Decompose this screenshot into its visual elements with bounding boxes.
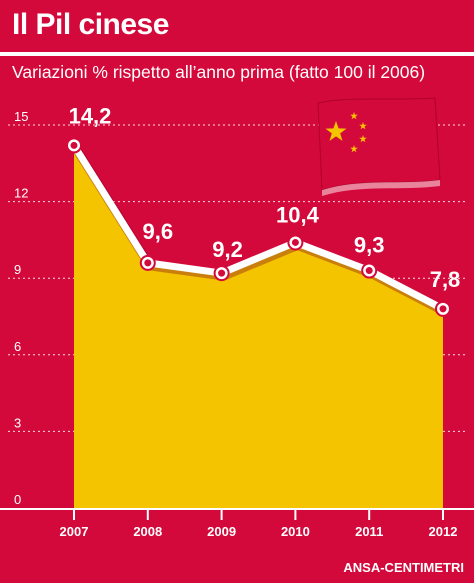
data-label-layer: 14,2 9,6 9,2 10,4 9,3 7,8 [69, 103, 461, 291]
source-credit: ANSA-CENTIMETRI [343, 560, 464, 575]
data-label: 9,2 [212, 237, 243, 262]
x-tick-label: 2012 [429, 524, 458, 539]
x-tick-label: 2007 [60, 524, 89, 539]
y-tick-label: 9 [14, 262, 21, 277]
flag-cloth [317, 97, 441, 191]
subtitle-bar: Variazioni % rispetto all’anno prima (fa… [0, 56, 474, 90]
y-tick-label: 0 [14, 492, 21, 507]
x-tick-label: 2010 [281, 524, 310, 539]
flag-small-star [359, 135, 367, 143]
data-point-core [144, 259, 152, 267]
china-flag-icon [317, 97, 441, 196]
flag-big-star [325, 121, 347, 141]
flag-small-star [359, 122, 367, 130]
x-tick-label: 2008 [133, 524, 162, 539]
data-point-core [291, 238, 299, 246]
data-point-core [218, 269, 226, 277]
data-label: 14,2 [69, 103, 112, 128]
axis-band [0, 520, 474, 583]
data-label: 10,4 [276, 202, 320, 227]
flag-small-star [350, 112, 358, 120]
flag-small-star [350, 145, 358, 153]
data-label: 9,3 [354, 233, 385, 258]
y-tick-label: 3 [14, 415, 21, 430]
data-label: 9,6 [143, 219, 174, 244]
y-tick-label: 6 [14, 339, 21, 354]
y-tick-label: 12 [14, 186, 28, 201]
flag-shadow [322, 180, 440, 196]
area-layer [74, 145, 443, 508]
y-tick-label: 15 [14, 109, 28, 124]
chart-title: Il Pil cinese [12, 8, 169, 41]
x-tick-label: 2011 [355, 524, 383, 539]
series-line [71, 143, 445, 312]
data-point-core [70, 141, 78, 149]
x-tick-label: 2009 [207, 524, 236, 539]
axis-layer: 0 3 6 9 12 15 2007 2008 2009 2010 2011 2012 [0, 109, 474, 539]
chart-subtitle: Variazioni % rispetto all’anno prima (fa… [12, 62, 426, 82]
title-bar: Il Pil cinese [0, 0, 474, 52]
data-label: 7,8 [430, 267, 461, 292]
data-point-core [365, 267, 373, 275]
data-point-core [439, 305, 447, 313]
area-fill [74, 145, 443, 508]
line-layer [66, 137, 451, 317]
